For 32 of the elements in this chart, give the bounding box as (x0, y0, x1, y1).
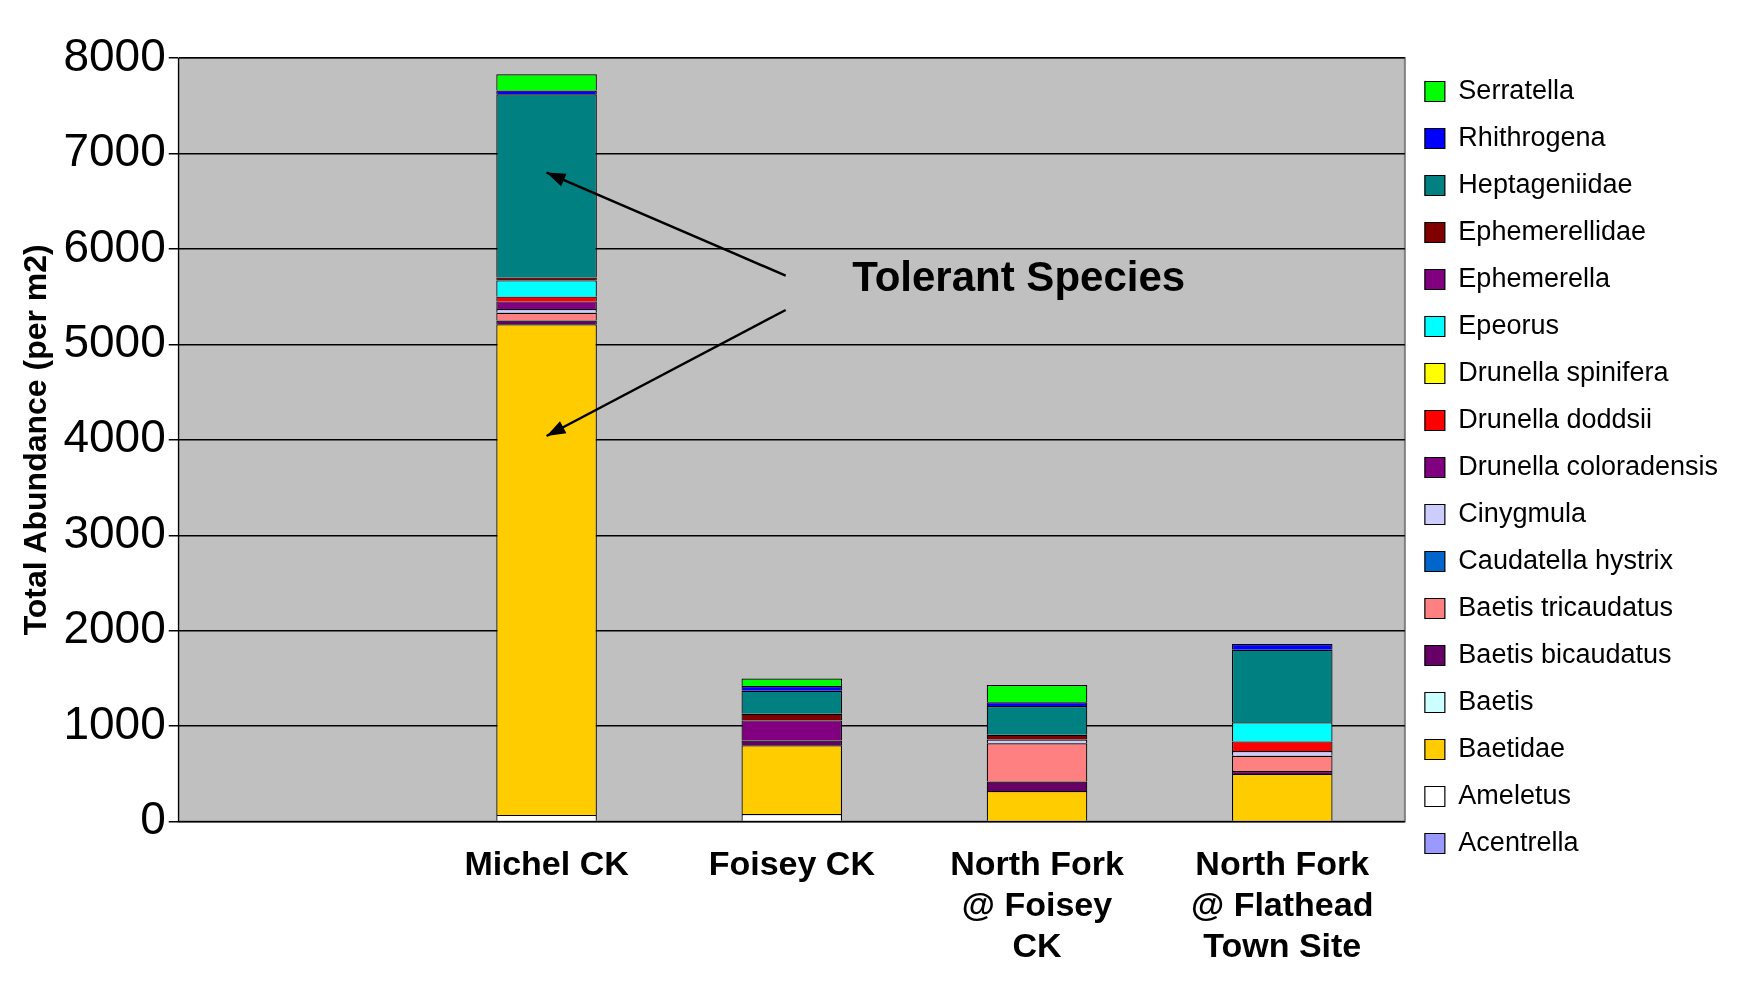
y-tick-label: 7000 (63, 124, 166, 177)
legend-label: Rhithrogena (1458, 121, 1607, 152)
legend-label: Ephemerella (1458, 262, 1611, 293)
y-tick-label: 6000 (63, 219, 166, 272)
y-tick-label: 4000 (63, 410, 166, 463)
legend-label: Ameletus (1458, 779, 1571, 810)
x-tick-label: North Fork @ Flathead Town Site (1191, 844, 1374, 964)
legend-label: Caudatella hystrix (1458, 544, 1674, 575)
y-tick-label: 1000 (63, 696, 166, 749)
y-tick-label: 5000 (63, 315, 166, 368)
legend-label: Heptageniidae (1458, 168, 1633, 199)
y-tick-label: 3000 (63, 505, 166, 558)
y-tick-label: 8000 (63, 28, 166, 81)
y-axis-title: Total Abundance (per m2) (17, 244, 54, 636)
legend-label: Drunella spinifera (1458, 356, 1670, 387)
legend-label: Drunella doddsii (1458, 403, 1652, 434)
legend-label: Acentrella (1458, 826, 1580, 857)
legend-label: Epeorus (1458, 309, 1559, 340)
legend-label: Serratella (1458, 74, 1575, 105)
x-tick-label: North Fork @ Foisey CK (950, 844, 1124, 964)
x-tick-label: Foisey CK (708, 844, 876, 883)
legend-label: Baetis tricaudatus (1458, 591, 1673, 622)
y-tick-label: 2000 (63, 601, 166, 654)
legend-label: Ephemerellidae (1458, 215, 1646, 246)
legend-label: Cinygmula (1458, 497, 1587, 528)
legend-label: Baetis (1458, 685, 1534, 716)
x-tick-label: Michel CK (464, 844, 630, 883)
legend-label: Baetidae (1458, 732, 1565, 763)
annotation: Tolerant Species (852, 253, 1186, 301)
legend-label: Baetis bicaudatus (1458, 638, 1672, 669)
y-tick-label: 0 (140, 792, 166, 845)
legend-label: Drunella coloradensis (1458, 450, 1718, 481)
